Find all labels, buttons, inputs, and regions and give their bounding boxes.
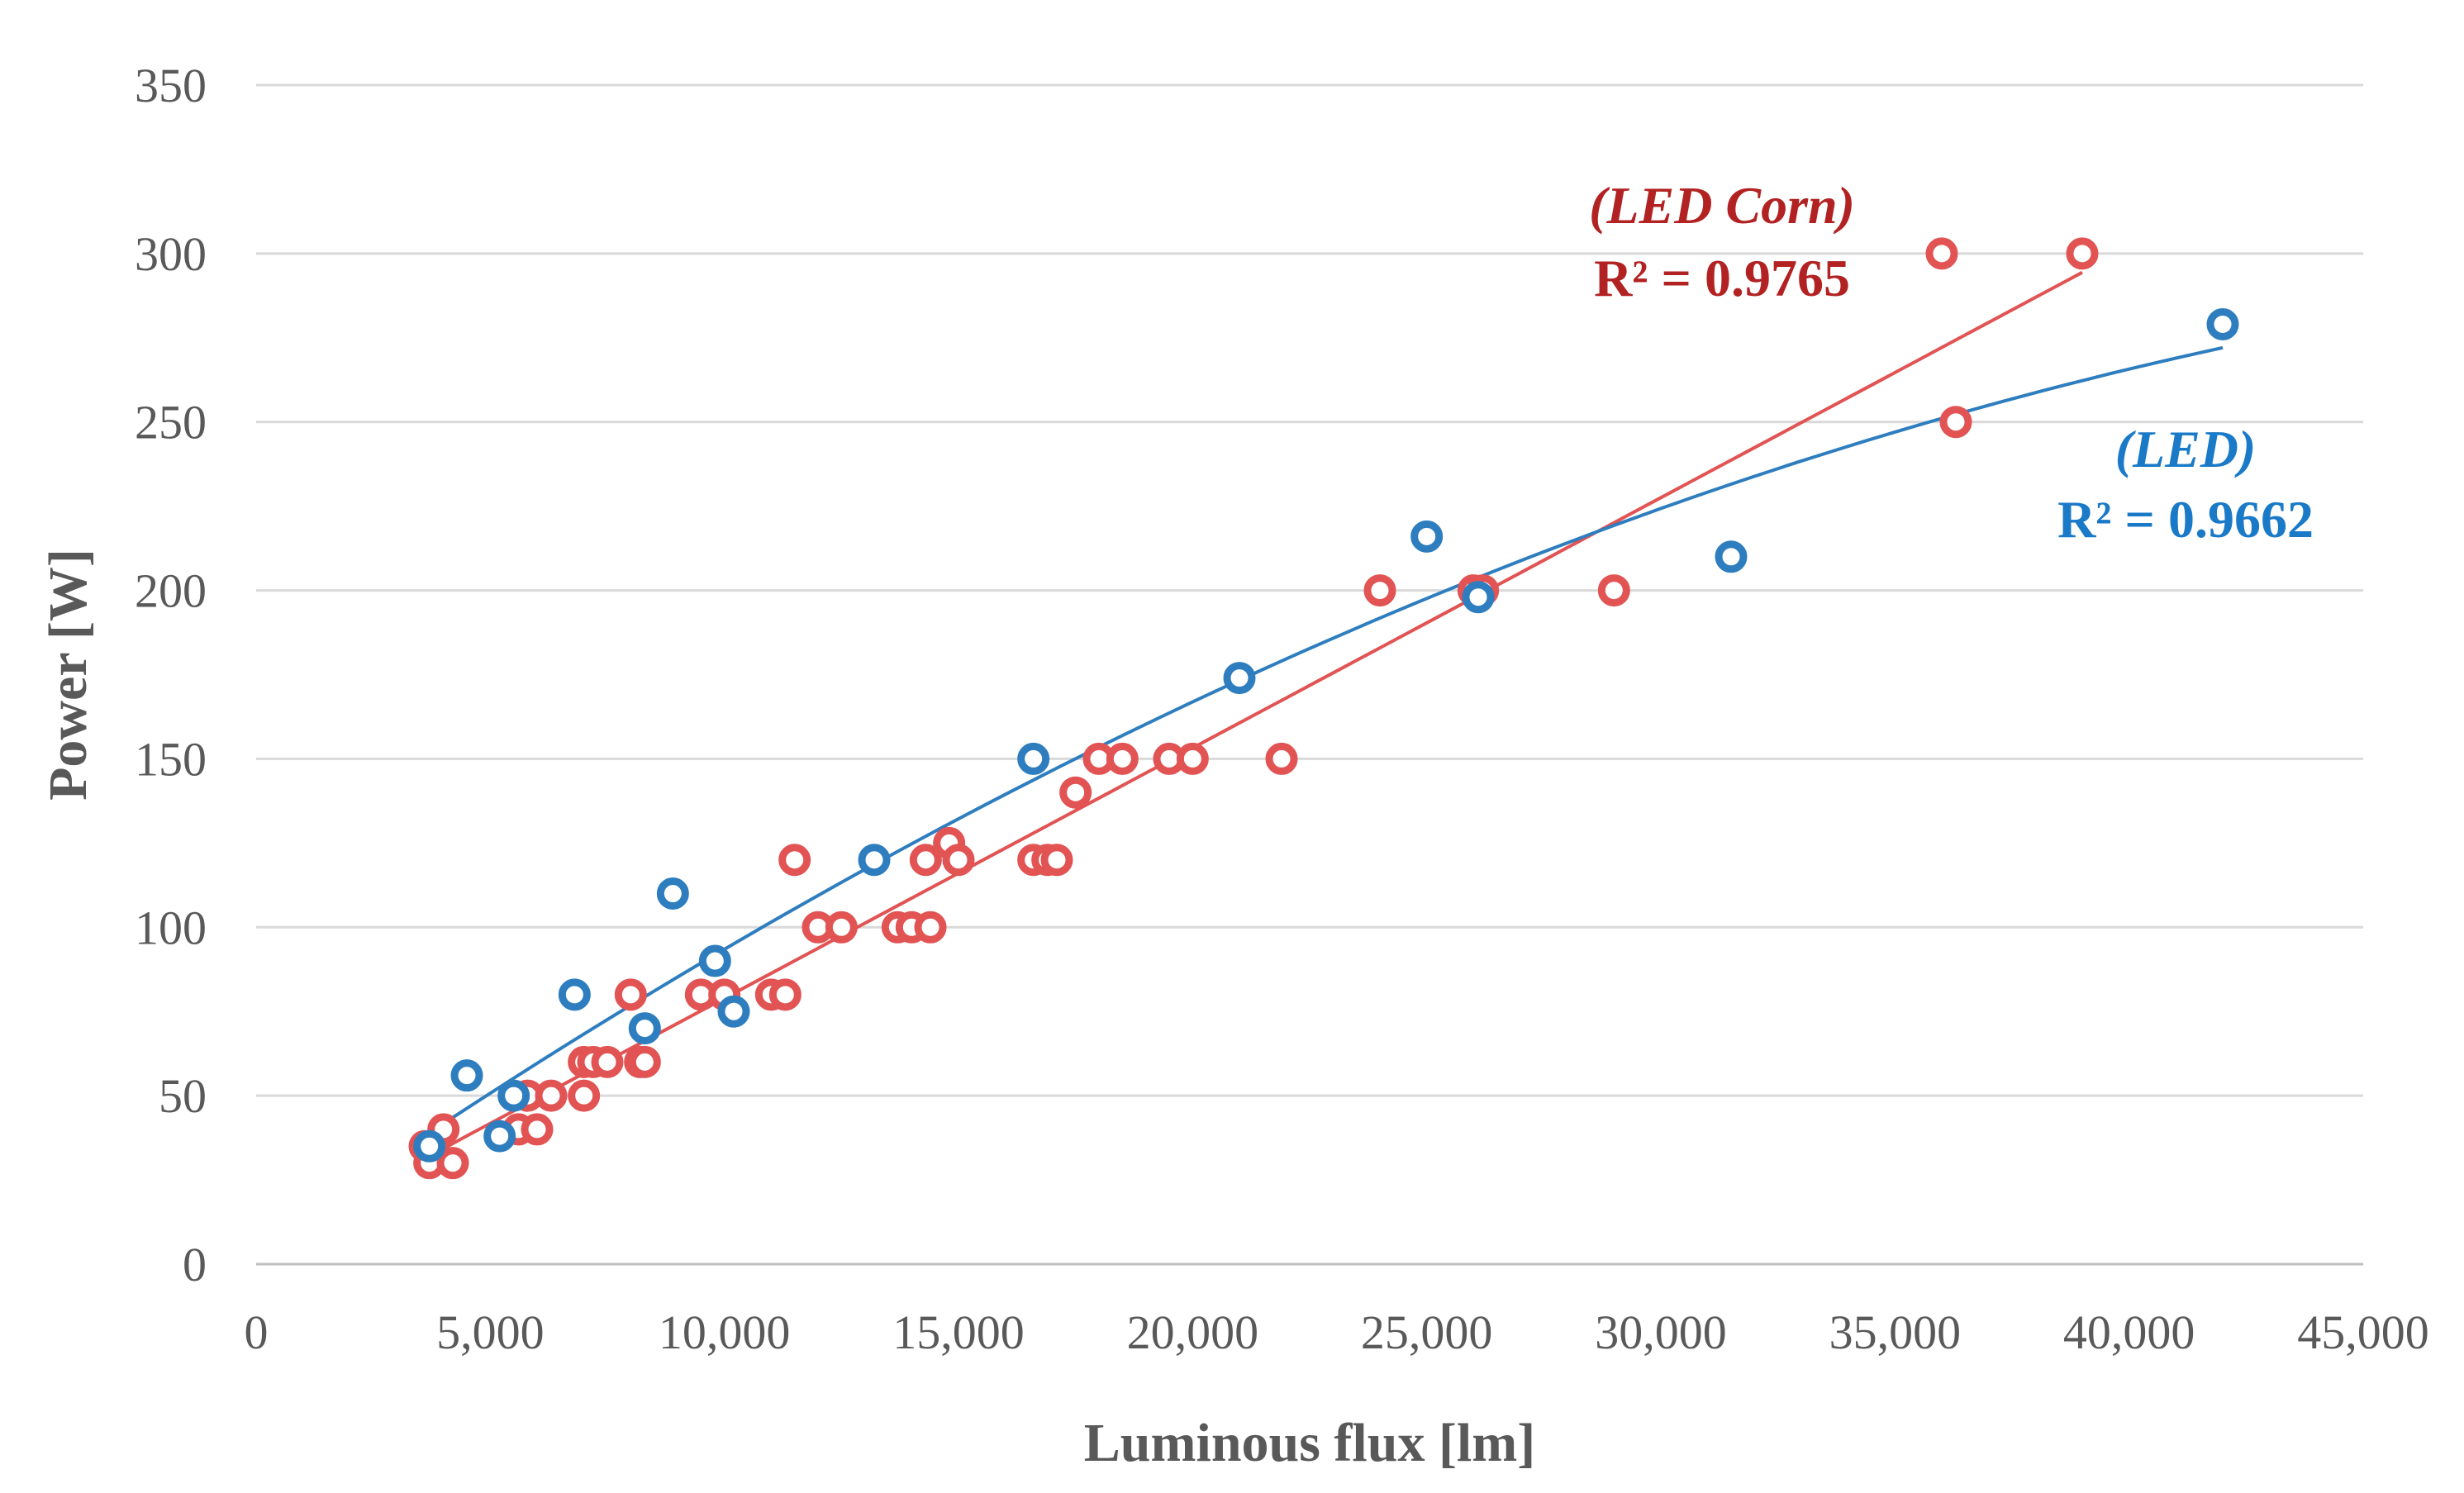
- led-point: [1017, 742, 1050, 775]
- y-tick-label: 200: [135, 564, 207, 618]
- trendline-led: [428, 345, 2224, 1134]
- led-point: [483, 1120, 516, 1153]
- led-point: [698, 944, 731, 977]
- led-series-label: (LED): [2115, 420, 2257, 478]
- data-points: [408, 237, 2239, 1180]
- led-point: [656, 877, 689, 911]
- y-tick-label: 0: [183, 1238, 207, 1291]
- x-tick-label: 25,000: [1361, 1305, 1493, 1359]
- trendline-led-corn: [424, 270, 2083, 1160]
- led-corn-point: [825, 911, 858, 944]
- led-corn-point: [1106, 742, 1139, 775]
- x-tick-label: 20,000: [1127, 1305, 1259, 1359]
- led-corn-point: [436, 1147, 469, 1180]
- x-tick-label: 40,000: [2063, 1305, 2195, 1359]
- led-point: [1715, 540, 1748, 573]
- led-corn-point: [768, 978, 802, 1011]
- trendlines: [424, 270, 2224, 1160]
- x-tick-label: 0: [245, 1305, 269, 1359]
- led-corn-point: [1597, 574, 1630, 607]
- led-corn-point: [2066, 237, 2099, 270]
- x-tick-label: 15,000: [892, 1305, 1025, 1359]
- led-point: [2206, 307, 2239, 340]
- led-point: [628, 1012, 661, 1045]
- led-corn-r-squared: R² = 0.9765: [1594, 249, 1850, 307]
- led-corn-point: [1040, 844, 1073, 877]
- led-point: [497, 1079, 530, 1112]
- led-corn-point: [914, 911, 947, 944]
- led-corn-point: [778, 844, 811, 877]
- x-tick-label: 45,000: [2297, 1305, 2429, 1359]
- led-point: [558, 978, 591, 1011]
- led-corn-point: [1265, 742, 1298, 775]
- led-corn-point: [535, 1079, 568, 1112]
- led-point: [450, 1059, 483, 1092]
- led-point: [1410, 520, 1444, 553]
- y-tick-label: 250: [135, 396, 207, 449]
- x-tick-label: 5,000: [436, 1305, 545, 1359]
- led-corn-point: [909, 844, 942, 877]
- y-tick-label: 100: [135, 901, 207, 954]
- y-tick-label: 300: [135, 227, 207, 281]
- led-point: [717, 995, 750, 1028]
- led-corn-point: [521, 1113, 554, 1146]
- led-corn-series-label: (LED Corn): [1589, 176, 1855, 235]
- led-corn-point: [942, 844, 975, 877]
- led-corn-point: [568, 1079, 601, 1112]
- x-tick-label: 30,000: [1595, 1305, 1727, 1359]
- x-axis-tick-labels: 0 5,000 10,000 15,000 20,000 25,000 30,000 35,0…: [245, 1305, 2429, 1359]
- gridlines: [256, 83, 2363, 1097]
- x-axis-title: Luminous flux [lm]: [1084, 1413, 1535, 1473]
- x-tick-label: 10,000: [659, 1305, 791, 1359]
- led-corn-point: [1176, 742, 1209, 775]
- led-corn-point: [1925, 237, 1958, 270]
- y-tick-label: 350: [135, 59, 207, 112]
- y-tick-label: 150: [135, 732, 207, 786]
- led-corn-point: [614, 978, 647, 1011]
- led-point: [413, 1129, 446, 1163]
- y-axis-title: Power [W]: [38, 549, 98, 801]
- y-axis-tick-labels: 0 50 100 150 200 250 300 350: [135, 59, 207, 1291]
- y-tick-label: 50: [159, 1069, 207, 1123]
- led-r-squared: R² = 0.9662: [2057, 490, 2314, 549]
- led-point: [1223, 662, 1256, 695]
- led-corn-point: [1939, 406, 1972, 439]
- led-corn-point: [591, 1045, 624, 1078]
- led-corn-point: [1363, 574, 1396, 607]
- led-point: [1462, 581, 1495, 614]
- led-point: [858, 844, 891, 877]
- led-corn-point: [1059, 776, 1092, 809]
- led-corn-point: [628, 1045, 661, 1078]
- x-tick-label: 35,000: [1829, 1305, 1962, 1359]
